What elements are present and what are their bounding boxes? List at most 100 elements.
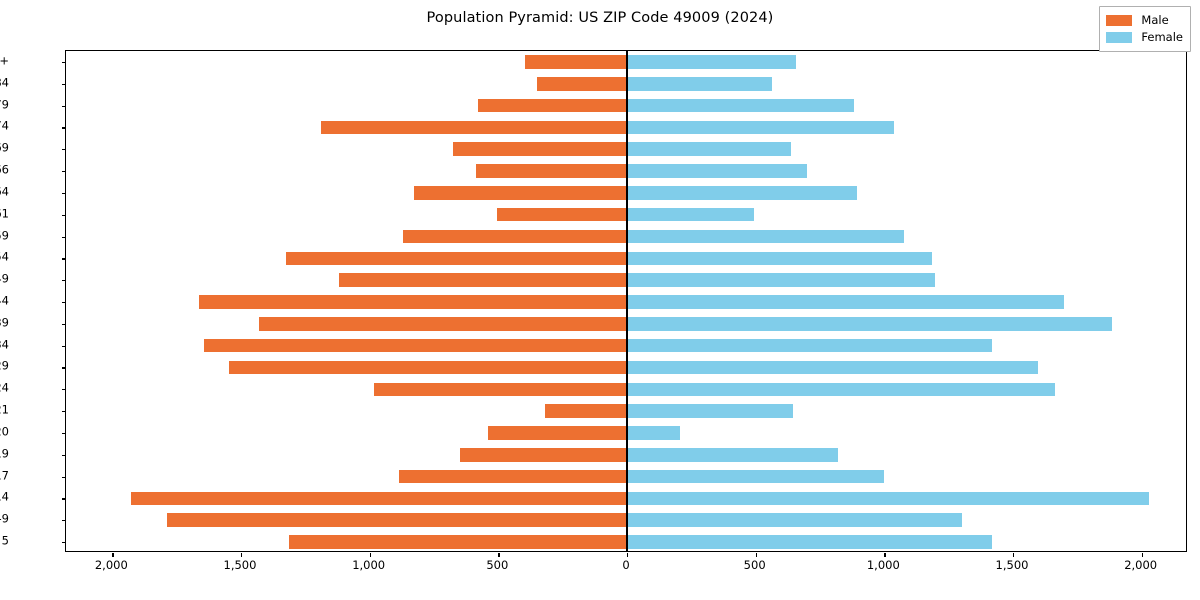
legend-label-male: Male [1141,12,1169,27]
female-bar[interactable] [627,338,993,353]
chart-legend: Male Female [1099,6,1191,52]
y-axis-tick [62,83,66,85]
x-axis-label: 1,500 [995,558,1029,572]
male-bar[interactable] [228,360,627,375]
bar-row [66,317,1186,331]
y-axis-label: 25-29 [0,358,9,373]
female-bar[interactable] [627,360,1038,375]
x-axis-tick [369,553,371,557]
male-bar[interactable] [536,76,627,91]
female-bar[interactable] [627,317,1112,331]
male-bar[interactable] [204,338,627,353]
female-bar[interactable] [627,382,1055,397]
bar-row [66,338,1186,353]
y-axis-label: 5-9 [0,511,9,526]
x-axis-tick [240,553,243,557]
male-bar[interactable] [399,469,627,484]
y-axis-tick [62,302,66,304]
legend-label-female: Female [1141,29,1183,44]
bar-row [66,98,1186,113]
female-bar[interactable] [627,142,791,156]
y-axis-tick [62,367,66,369]
female-bar[interactable] [627,229,905,244]
female-bar[interactable] [627,448,838,462]
y-axis-tick [62,214,66,216]
male-bar[interactable] [544,404,627,418]
x-axis-label: 2,000 [94,558,128,572]
y-axis-tick [62,236,66,238]
y-axis-tick [62,192,66,195]
male-bar[interactable] [452,142,627,156]
legend-item-female[interactable]: Female [1106,29,1183,46]
female-bar[interactable] [627,55,796,69]
female-bar[interactable] [627,98,855,113]
y-axis-label: 10-14 [0,489,9,504]
y-axis-label: 60-61 [0,205,9,220]
female-bar[interactable] [627,273,936,287]
male-bar[interactable] [285,251,627,266]
male-bar[interactable] [478,98,627,113]
male-bar[interactable] [166,513,627,528]
male-bar[interactable] [525,55,627,69]
male-bar[interactable] [488,426,627,440]
bar-row [66,360,1186,375]
bar-rows [66,51,1186,551]
bar-row [66,295,1186,309]
male-bar[interactable] [130,491,627,506]
female-bar[interactable] [627,404,793,418]
y-axis-tick [62,61,66,64]
female-bar[interactable] [627,164,807,178]
y-axis-label: 15-17 [0,467,9,482]
y-axis-tick [62,258,66,260]
x-axis-label: 1,500 [223,558,257,572]
x-axis-tick [627,553,629,557]
male-bar[interactable] [373,382,627,397]
male-bar[interactable] [476,164,627,178]
female-bar[interactable] [627,491,1149,506]
y-axis-label: 45-49 [0,271,9,286]
male-bar[interactable] [259,317,627,331]
y-axis-label: 75-79 [0,96,9,111]
y-axis-label: 62-64 [0,184,9,199]
legend-item-male[interactable]: Male [1106,12,1183,29]
x-axis-label: 1,000 [352,558,386,572]
y-axis-tick [62,476,66,478]
y-axis-tick [62,520,66,522]
male-bar[interactable] [459,448,627,462]
y-axis-label: 30-34 [0,336,9,351]
zero-axis-line [626,51,628,551]
legend-swatch-male-icon [1106,15,1133,26]
x-axis-tick [112,553,114,557]
male-bar[interactable] [497,207,627,222]
bar-row [66,273,1186,287]
male-bar[interactable] [288,535,627,549]
y-axis-tick [62,454,66,456]
female-bar[interactable] [627,513,962,528]
bar-row [66,251,1186,266]
bar-row [66,164,1186,178]
female-bar[interactable] [627,535,993,549]
male-bar[interactable] [320,120,627,135]
male-bar[interactable] [414,186,627,200]
female-bar[interactable] [627,251,933,266]
female-bar[interactable] [627,295,1064,309]
female-bar[interactable] [627,120,895,135]
x-axis-tick [498,553,500,557]
female-bar[interactable] [627,426,680,440]
male-bar[interactable] [199,295,627,309]
female-bar[interactable] [627,76,773,91]
female-bar[interactable] [627,469,885,484]
y-axis-label: 18-19 [0,446,9,461]
female-bar[interactable] [627,207,754,222]
chart-title: Population Pyramid: US ZIP Code 49009 (2… [426,10,774,26]
legend-swatch-female-icon [1106,32,1133,43]
bar-row [66,229,1186,244]
male-bar[interactable] [402,229,627,244]
bar-row [66,491,1186,506]
male-bar[interactable] [338,273,627,287]
x-axis-label: 0 [622,558,630,572]
bar-row [66,120,1186,135]
x-axis-tick [1141,553,1143,557]
female-bar[interactable] [627,186,858,200]
